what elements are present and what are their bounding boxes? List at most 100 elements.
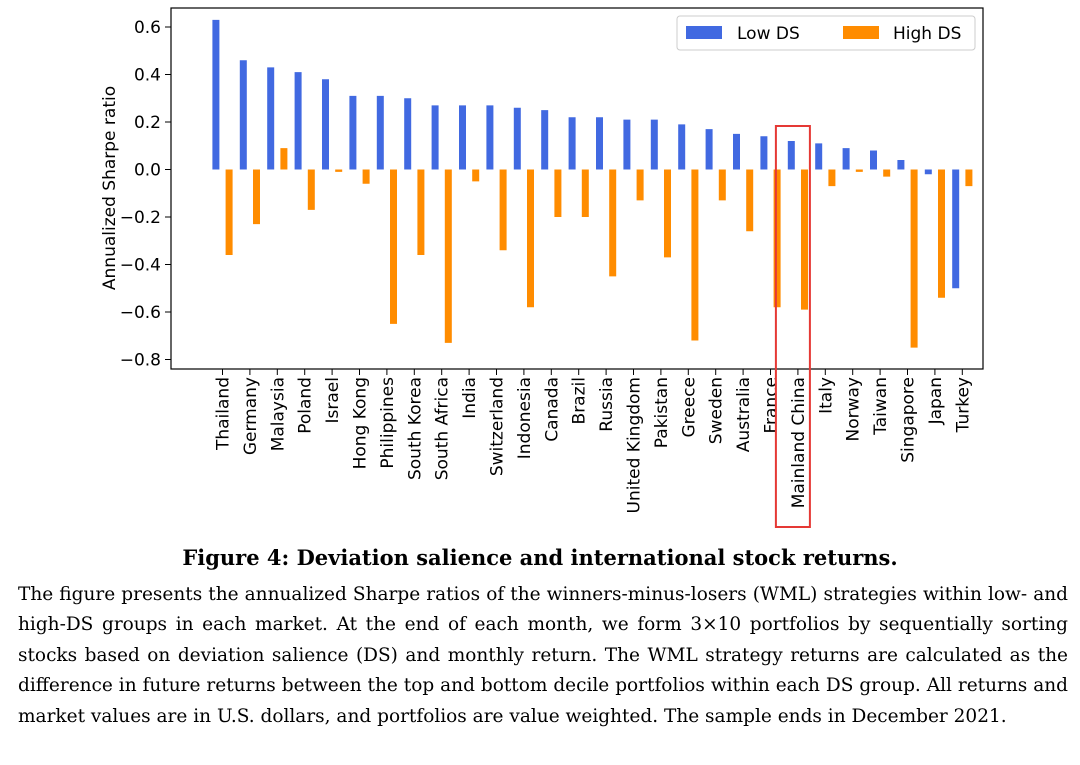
bar-high-ds-poland — [307, 169, 315, 210]
x-tick-label-south-africa: South Africa — [433, 377, 453, 480]
bar-high-ds-sweden — [718, 169, 726, 201]
x-tick-label-mainland-china: Mainland China — [789, 377, 809, 508]
bar-low-ds-australia — [733, 133, 740, 170]
y-tick-label: −0.4 — [120, 256, 161, 276]
bar-high-ds-france — [773, 169, 781, 308]
y-tick-label: −0.8 — [120, 351, 161, 371]
bar-high-ds-south-africa — [444, 169, 452, 343]
bar-low-ds-sweden — [705, 129, 713, 170]
legend-box — [676, 15, 976, 51]
bar-high-ds-canada — [554, 169, 562, 217]
bar-low-ds-south-africa — [431, 105, 439, 170]
bar-low-ds-russia — [596, 117, 603, 170]
bar-high-ds-philippines — [390, 169, 397, 324]
bar-high-ds-taiwan — [883, 169, 891, 177]
x-tick-label-japan: Japan — [926, 377, 946, 425]
bar-high-ds-brazil — [581, 169, 589, 217]
x-tick-label-norway: Norway — [844, 377, 864, 442]
bar-high-ds-norway — [855, 169, 863, 172]
x-tick-label-poland: Poland — [296, 377, 316, 434]
bar-high-ds-thailand — [225, 169, 233, 255]
bar-high-ds-israel — [335, 169, 343, 172]
bar-low-ds-turkey — [952, 169, 960, 289]
bar-high-ds-japan — [938, 169, 945, 298]
y-tick-label: 0.2 — [134, 113, 161, 133]
figure-caption-title: Figure 4: Deviation salience and interna… — [182, 545, 898, 570]
bar-chart: 0.6 0.4 0.2 0.0 −0.2 −0.4 −0.6 −0.8 Thailand Ger… — [100, 7, 984, 528]
bar-low-ds-japan — [924, 169, 932, 175]
bar-high-ds-russia — [609, 169, 617, 277]
bar-low-ds-mainland-china — [787, 141, 795, 170]
x-tick-label-australia: Australia — [734, 377, 754, 452]
y-tick-label: −0.2 — [120, 208, 161, 228]
bar-high-ds-australia — [746, 169, 754, 232]
bar-low-ds-pakistan — [650, 119, 658, 170]
x-tick-label-singapore: Singapore — [899, 377, 919, 463]
bar-low-ds-south-korea — [404, 98, 412, 170]
y-tick-label: 0.6 — [134, 18, 161, 38]
legend-swatch-high-ds — [843, 26, 879, 39]
bar-high-ds-indonesia — [527, 169, 534, 308]
x-tick-label-philippines: Philippines — [378, 377, 398, 469]
x-tick-label-south-korea: South Korea — [405, 377, 425, 480]
bar-high-ds-mainland-china — [801, 169, 808, 310]
bar-high-ds-hong-kong — [362, 169, 370, 184]
x-tick-label-turkey: Turkey — [953, 377, 973, 433]
bar-low-ds-malaysia — [267, 67, 275, 170]
y-tick-label: 0.4 — [134, 66, 161, 86]
y-axis: 0.6 0.4 0.2 0.0 −0.2 −0.4 −0.6 −0.8 — [120, 18, 171, 371]
bar-low-ds-switzerland — [486, 105, 494, 170]
bar-high-ds-greece — [691, 169, 699, 341]
bar-high-ds-switzerland — [499, 169, 507, 251]
x-tick-label-switzerland: Switzerland — [488, 377, 508, 476]
bar-low-ds-greece — [678, 124, 686, 170]
x-tick-label-pakistan: Pakistan — [652, 377, 672, 448]
bar-low-ds-brazil — [568, 117, 576, 170]
x-tick-label-indonesia: Indonesia — [515, 377, 535, 459]
bar-low-ds-canada — [541, 110, 549, 170]
x-tick-label-israel: Israel — [323, 377, 343, 423]
bar-low-ds-singapore — [897, 160, 905, 170]
legend-label-low-ds: Low DS — [737, 24, 800, 44]
bars-layer — [212, 19, 973, 348]
bar-high-ds-italy — [828, 169, 836, 187]
x-tick-label-hong-kong: Hong Kong — [351, 377, 371, 469]
x-tick-label-sweden: Sweden — [707, 377, 727, 444]
bar-high-ds-united-kingdom — [636, 169, 644, 201]
y-tick-label: 0.0 — [134, 161, 161, 181]
bar-low-ds-norway — [842, 148, 850, 170]
bar-low-ds-germany — [239, 60, 247, 170]
bar-low-ds-indonesia — [513, 107, 521, 170]
bar-high-ds-singapore — [910, 169, 918, 348]
plot-frame — [170, 7, 984, 370]
bar-low-ds-israel — [322, 79, 329, 170]
bar-low-ds-italy — [815, 143, 823, 170]
bar-low-ds-united-kingdom — [623, 119, 631, 170]
x-tick-label-russia: Russia — [597, 377, 617, 432]
highlight-box-mainland-china — [774, 125, 811, 528]
bar-low-ds-taiwan — [870, 150, 877, 170]
x-tick-label-taiwan: Taiwan — [871, 377, 891, 436]
y-axis-label: Annualized Sharpe ratio — [100, 86, 120, 290]
x-tick-label-india: India — [460, 377, 480, 419]
figure-caption-body: The figure presents the annualized Sharp… — [18, 584, 1068, 727]
x-tick-label-france: France — [762, 377, 782, 434]
y-tick-label: −0.6 — [120, 303, 161, 323]
bar-low-ds-philippines — [376, 95, 384, 170]
x-axis: Thailand Germany Malaysia Poland Israel Hong … — [214, 369, 973, 513]
x-tick-label-thailand: Thailand — [214, 377, 234, 451]
x-tick-label-canada: Canada — [542, 377, 562, 442]
x-tick-label-greece: Greece — [679, 377, 699, 438]
bar-high-ds-malaysia — [280, 148, 288, 170]
legend-label-high-ds: High DS — [893, 24, 961, 44]
x-tick-label-brazil: Brazil — [570, 377, 590, 424]
bar-high-ds-south-korea — [417, 169, 425, 255]
bar-low-ds-hong-kong — [349, 95, 357, 170]
legend: Low DS High DS — [676, 15, 976, 51]
bar-low-ds-india — [459, 105, 466, 170]
bar-low-ds-poland — [294, 72, 302, 170]
bar-high-ds-india — [472, 169, 480, 182]
bar-high-ds-pakistan — [664, 169, 671, 258]
bar-low-ds-thailand — [212, 19, 220, 170]
bar-low-ds-france — [760, 136, 768, 170]
